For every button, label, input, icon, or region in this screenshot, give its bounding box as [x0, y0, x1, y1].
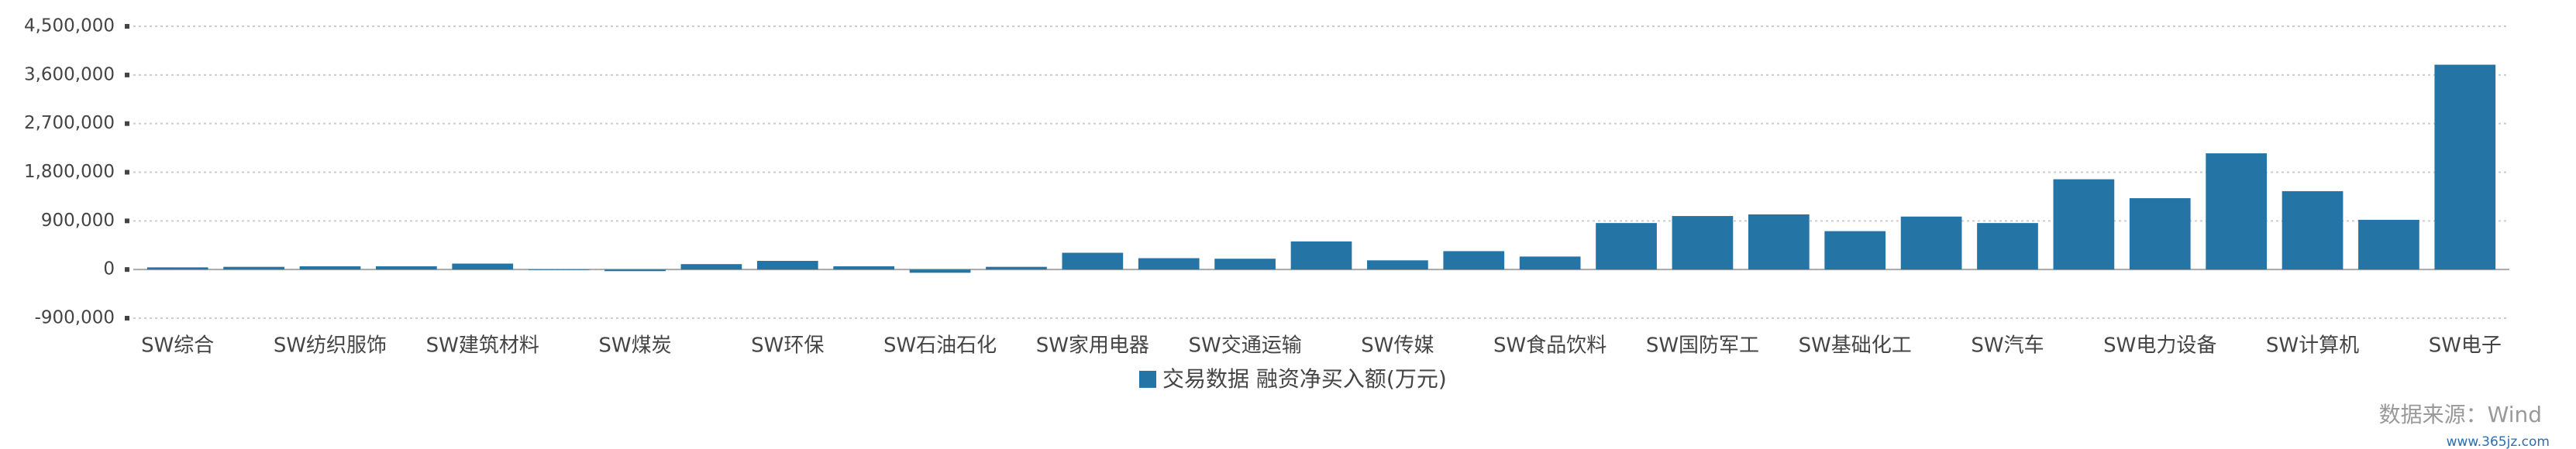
bar: [1977, 223, 2038, 270]
tick-mark: [125, 170, 129, 175]
bar: [2206, 153, 2267, 270]
tick-mark: [125, 24, 129, 29]
bar: [1290, 241, 1352, 270]
bar: [2053, 179, 2115, 270]
y-tick-label: 3,600,000: [24, 64, 115, 84]
y-tick-label: 1,800,000: [24, 162, 115, 182]
bar: [1214, 259, 1276, 270]
x-tick-label: SW传媒: [1361, 334, 1434, 358]
legend-swatch: [1139, 371, 1156, 388]
bar: [1824, 231, 1886, 270]
bar: [1748, 214, 1810, 270]
x-tick-label: SW家用电器: [1036, 334, 1149, 358]
bar: [756, 260, 818, 270]
y-tick-label: 2,700,000: [24, 113, 115, 133]
x-tick-label: SW电子: [2429, 334, 2502, 358]
source: 数据来源：Wind: [2379, 402, 2542, 427]
y-tick-label: 900,000: [41, 211, 115, 231]
y-tick-label: 0: [103, 259, 115, 279]
legend-label: 交易数据 融资净买入额(万元): [1162, 366, 1447, 392]
x-tick-label: SW纺织服饰: [274, 334, 387, 358]
x-tick-label: SW电力设备: [2103, 334, 2216, 358]
x-tick-label: SW石油石化: [883, 334, 997, 358]
x-tick-label: SW交通运输: [1189, 334, 1302, 358]
bar: [146, 267, 208, 270]
bar: [1367, 260, 1428, 270]
bar: [1672, 216, 1734, 270]
x-tick-label: SW环保: [751, 334, 824, 358]
bar: [986, 266, 1047, 270]
x-tick-label: SW综合: [141, 334, 214, 358]
bar: [2434, 64, 2496, 270]
bar: [2358, 219, 2419, 270]
tick-mark: [125, 121, 129, 126]
bar: [604, 269, 666, 272]
x-tick-label: SW计算机: [2266, 334, 2359, 358]
bar: [909, 269, 971, 273]
bar: [1138, 258, 1200, 270]
x-tick-label: SW建筑材料: [426, 334, 539, 358]
x-tick-label: SW国防军工: [1646, 334, 1759, 358]
bar: [528, 269, 590, 270]
tick-mark: [125, 316, 129, 320]
x-tick-label: SW基础化工: [1799, 334, 1912, 358]
bar: [1062, 252, 1124, 270]
bar: [833, 266, 895, 270]
tick-mark: [125, 267, 129, 272]
watermark: www.365jz.com: [2447, 434, 2550, 449]
bar: [1900, 216, 1962, 270]
tick-mark: [125, 218, 129, 224]
bar: [299, 266, 361, 270]
bar: [1519, 256, 1581, 270]
bar: [680, 264, 742, 270]
y-tick-label: -900,000: [35, 308, 115, 328]
bar: [2282, 190, 2344, 270]
x-tick-label: SW食品饮料: [1493, 334, 1607, 358]
y-tick-label: 4,500,000: [24, 16, 115, 36]
bar: [452, 263, 514, 270]
bar: [223, 266, 284, 270]
bar: [2129, 198, 2191, 270]
bar: [1443, 251, 1505, 270]
bar: [1596, 223, 1657, 270]
x-tick-label: SW煤炭: [598, 334, 671, 358]
x-tick-label: SW汽车: [1971, 334, 2044, 358]
tick-mark: [125, 72, 129, 77]
bar: [376, 266, 437, 270]
